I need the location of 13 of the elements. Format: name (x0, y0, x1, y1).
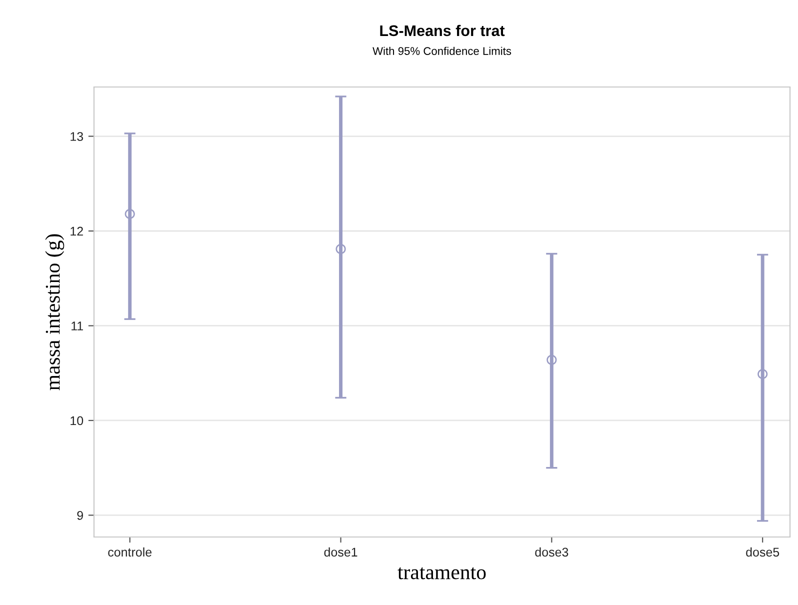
y-tick-label: 12 (70, 226, 83, 236)
x-tick-label: controle (108, 547, 152, 557)
x-tick-label: dose1 (324, 547, 358, 557)
chart-title: LS-Means for trat (380, 24, 505, 36)
chart-subtitle: With 95% Confidence Limits (372, 46, 512, 55)
x-tick-label: dose5 (746, 547, 780, 557)
y-tick-label: 9 (77, 511, 83, 520)
x-axis-title: tratamento (398, 567, 486, 580)
x-tick-label: dose3 (535, 547, 568, 557)
y-tick-label: 10 (70, 416, 84, 426)
y-tick-label: 11 (72, 322, 83, 330)
y-axis-title: massa intestino (g) (45, 234, 64, 390)
y-tick-label: 13 (70, 132, 84, 141)
